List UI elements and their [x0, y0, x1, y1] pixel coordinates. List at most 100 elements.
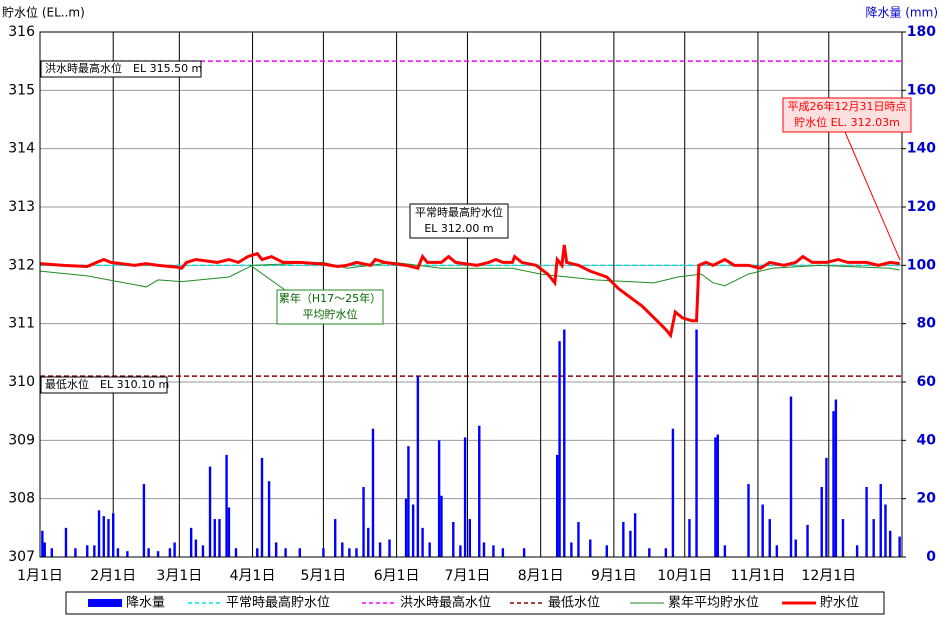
- bar: [570, 542, 573, 557]
- bar: [558, 341, 561, 557]
- annotation-box: [409, 203, 509, 239]
- bar: [768, 519, 771, 557]
- annotation-box: [40, 60, 202, 78]
- x-tick-label: 7月1日: [445, 568, 491, 584]
- bar: [97, 510, 101, 557]
- bar: [86, 545, 89, 557]
- bar: [664, 548, 668, 557]
- bar: [437, 440, 441, 557]
- bar: [74, 548, 77, 557]
- bar: [388, 539, 391, 557]
- annotation: 最低水位 EL 310.10 m: [45, 377, 169, 391]
- bar: [142, 484, 146, 557]
- bar: [716, 434, 719, 557]
- y-tick-label: 308: [8, 491, 35, 507]
- bar: [898, 536, 901, 557]
- bar: [256, 548, 259, 557]
- annotation-pointer: [844, 131, 901, 261]
- bar: [147, 548, 150, 557]
- x-tick-label: 10月1日: [657, 568, 712, 584]
- bar: [218, 519, 221, 557]
- bar: [421, 527, 424, 557]
- bar: [64, 527, 68, 557]
- x-tick-label: 11月1日: [731, 568, 786, 584]
- bar: [872, 519, 875, 557]
- bar: [633, 513, 637, 557]
- line: [39, 244, 900, 339]
- annotation: EL 312.00 m: [424, 222, 493, 235]
- bar: [341, 542, 344, 557]
- y2-tick-label: 120: [907, 199, 936, 215]
- bar: [348, 548, 351, 557]
- bar: [563, 329, 566, 557]
- bar: [378, 542, 382, 557]
- bar: [440, 495, 443, 557]
- annotation: 貯水位 EL. 312.03m: [794, 115, 900, 129]
- legend-label: 平常時最高貯水位: [226, 595, 330, 611]
- legend-label: 洪水時最高水位: [400, 595, 491, 611]
- bar: [173, 542, 176, 557]
- bar: [522, 548, 526, 557]
- x-tick-label: 3月1日: [156, 568, 202, 584]
- bar: [789, 396, 793, 557]
- y2-tick-label: 40: [917, 432, 937, 448]
- bar: [102, 516, 105, 557]
- bar: [227, 507, 231, 557]
- bar: [322, 548, 325, 557]
- bar: [695, 329, 698, 557]
- bar: [884, 504, 887, 557]
- bar: [371, 428, 375, 557]
- bar: [468, 519, 472, 557]
- bar: [806, 524, 809, 557]
- y2-tick-label: 140: [907, 141, 936, 157]
- bar: [50, 548, 54, 557]
- bar: [93, 545, 96, 557]
- bar: [208, 466, 212, 557]
- y-tick-label: 310: [8, 374, 35, 390]
- bar: [189, 527, 193, 557]
- bar: [407, 446, 410, 557]
- bar: [362, 487, 365, 557]
- bar: [688, 519, 691, 557]
- bar: [355, 548, 358, 557]
- annotation-pointer: [249, 264, 286, 291]
- bar: [194, 539, 198, 557]
- bar: [825, 457, 828, 557]
- bar: [367, 527, 370, 557]
- bar: [794, 539, 797, 557]
- bar: [723, 545, 727, 557]
- legend: 降水量 平常時最高貯水位 洪水時最高水位 最低水位 累年平均貯水位 貯水位: [65, 591, 885, 615]
- legend-label: 降水量: [126, 596, 165, 611]
- y-axis-title: 貯水位 (EL..m): [2, 5, 85, 20]
- bar: [107, 519, 110, 557]
- bar: [284, 548, 287, 557]
- bar: [298, 548, 301, 557]
- bar: [478, 425, 481, 557]
- bar: [832, 411, 835, 557]
- y-tick-label: 315: [8, 82, 35, 98]
- bar: [274, 542, 278, 557]
- bar: [648, 548, 651, 557]
- bar: [888, 530, 892, 557]
- bar: [629, 530, 632, 557]
- legend-box: [65, 591, 885, 615]
- annotation-box: [276, 289, 384, 325]
- bar: [761, 504, 764, 557]
- bar: [622, 522, 625, 557]
- y2-tick-label: 180: [907, 24, 936, 40]
- annotation: 平常時最高貯水位: [415, 205, 503, 219]
- bar: [820, 487, 823, 557]
- bar: [605, 545, 608, 557]
- bar: [855, 545, 859, 557]
- bar: [459, 545, 462, 557]
- annotation-box: [782, 97, 912, 133]
- bar: [116, 548, 120, 557]
- x-tick-label: 1月1日: [17, 568, 63, 584]
- x-tick-label: 2月1日: [90, 568, 136, 584]
- bar: [482, 542, 486, 557]
- bar: [260, 457, 264, 557]
- annotation: 平成26年12月31日時点: [788, 99, 907, 113]
- bar: [589, 539, 592, 557]
- x-tick-label: 6月1日: [374, 568, 420, 584]
